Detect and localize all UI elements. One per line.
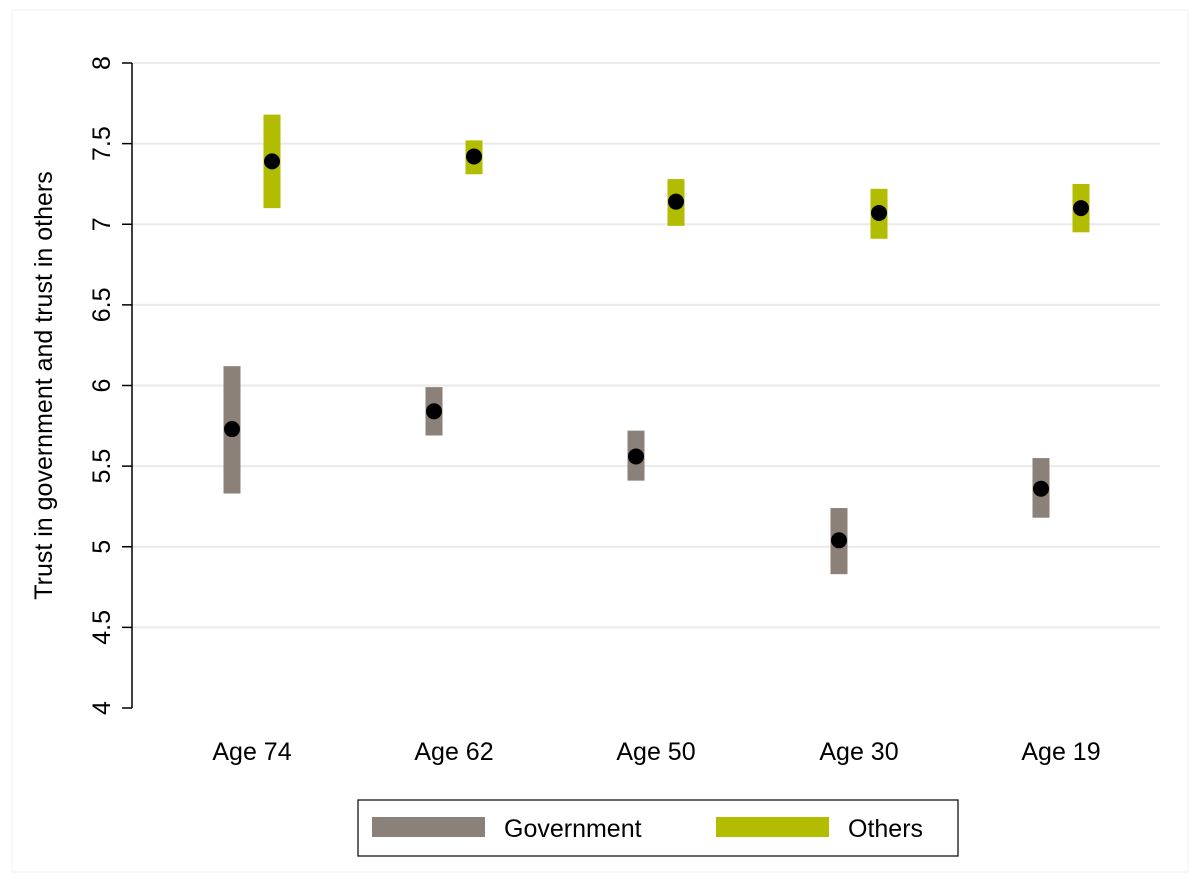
point-others — [1073, 200, 1089, 217]
y-tick-label: 6 — [88, 379, 116, 393]
y-tick-label: 8 — [88, 56, 116, 70]
y-tick-label: 5.5 — [88, 449, 116, 484]
point-government — [426, 403, 442, 420]
x-category-label: Age 50 — [616, 738, 695, 766]
point-government — [224, 421, 240, 438]
chart-frame — [11, 9, 1189, 873]
legend-label-others: Others — [848, 815, 923, 843]
point-government — [831, 532, 847, 549]
point-others — [264, 153, 280, 170]
y-tick-label: 4.5 — [88, 610, 116, 645]
x-axis-labels: Age 74 Age 62 Age 50 Age 30 Age 19 — [212, 738, 1100, 766]
y-tick-label: 7.5 — [88, 126, 116, 161]
x-category-label: Age 19 — [1021, 738, 1100, 766]
point-others — [466, 148, 482, 165]
legend: Government Others — [357, 799, 959, 857]
legend-swatch-government — [372, 817, 485, 837]
point-others — [668, 193, 684, 210]
x-category-label: Age 30 — [819, 738, 898, 766]
y-axis: 4 4.5 5 5.5 6 6.5 7 7.5 8 — [88, 56, 133, 715]
legend-swatch-others — [716, 817, 829, 837]
point-government — [628, 448, 644, 465]
y-tick-label: 5 — [88, 540, 116, 554]
y-axis-label: Trust in government and trust in others — [30, 171, 58, 599]
x-category-label: Age 74 — [212, 738, 291, 766]
grid-lines — [132, 62, 1160, 629]
x-category-label: Age 62 — [414, 738, 493, 766]
y-tick-label: 4 — [88, 701, 116, 715]
legend-label-government: Government — [504, 815, 642, 843]
point-others — [871, 204, 887, 221]
y-tick-label: 6.5 — [88, 287, 116, 322]
y-tick-label: 7 — [88, 217, 116, 231]
plot-marks — [223, 114, 1090, 575]
point-government — [1033, 480, 1049, 497]
